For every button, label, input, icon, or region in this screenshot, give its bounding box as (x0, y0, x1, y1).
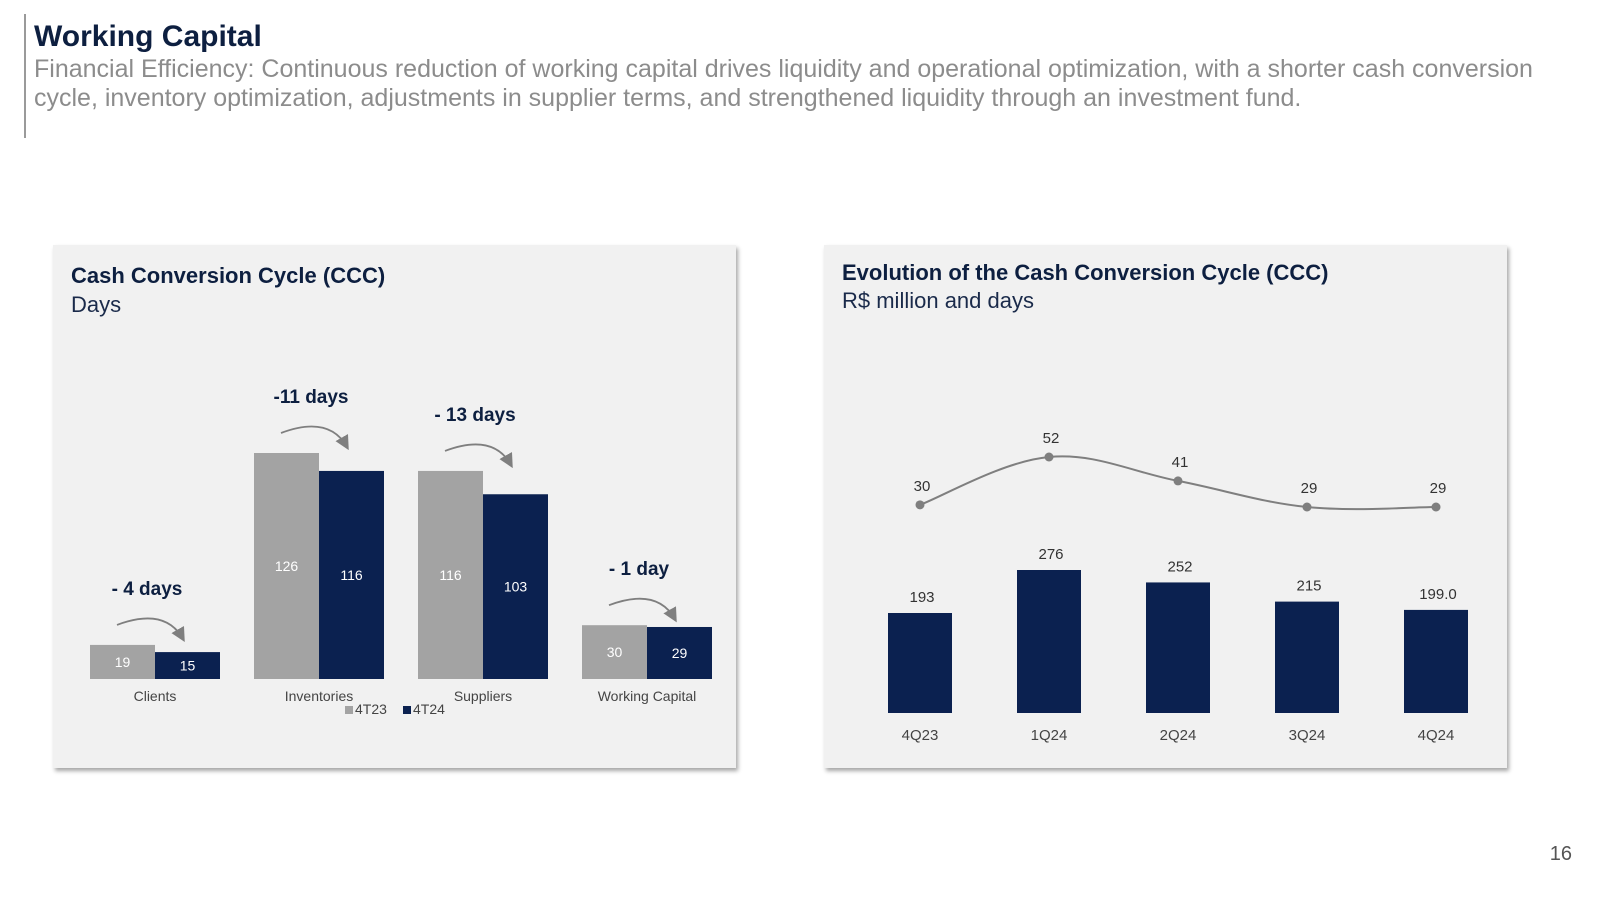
x-tick-label: Clients (134, 688, 177, 704)
bar-value-label: 252 (1167, 558, 1192, 575)
days-point (1302, 502, 1312, 512)
bar-4t23 (254, 453, 319, 679)
x-tick-label: Working Capital (598, 688, 697, 704)
chart-title: Evolution of the Cash Conversion Cycle (… (842, 260, 1329, 285)
line-value-label: 29 (1301, 480, 1318, 497)
bar-value-label: 215 (1296, 578, 1321, 595)
bar-value-label: 30 (607, 644, 623, 660)
page-subtitle: Financial Efficiency: Continuous reducti… (34, 55, 1533, 112)
change-annotation: - 4 days (112, 579, 183, 600)
line-value-label: 29 (1430, 480, 1447, 497)
bar-value-label: 193 (909, 589, 934, 606)
bar-rs-million (1017, 570, 1081, 713)
change-annotation: -11 days (274, 387, 349, 408)
change-annotation: - 13 days (434, 405, 515, 426)
ccc-evolution-chart: 193 4Q23 276 1Q24 252 2Q24 215 3Q24 199.0 4Q24 30 5… (888, 430, 1468, 744)
legend-label-4t24: 4T24 (413, 701, 445, 717)
change-arrow-icon (116, 617, 185, 643)
bar-4t23 (90, 644, 155, 679)
days-point (1431, 502, 1441, 512)
line-value-label: 30 (914, 478, 931, 495)
page-number: 16 (1549, 843, 1572, 865)
bar-value-label: 15 (180, 658, 196, 674)
chart-subtitle: Days (71, 292, 122, 317)
ccc-evolution-chart-panel: Evolution of the Cash Conversion Cycle (… (824, 245, 1507, 768)
legend-swatch-4t23 (345, 706, 353, 714)
days-point (915, 500, 925, 510)
bar-4t23 (582, 625, 647, 679)
bar-value-label: 19 (115, 654, 131, 670)
chart-subtitle: R$ million and days (842, 288, 1034, 313)
x-tick-label: 4Q23 (902, 727, 939, 744)
bar-4t24 (319, 470, 384, 679)
bar-4t24 (647, 626, 712, 679)
change-annotation: - 1 day (609, 559, 670, 580)
bar-rs-million (1146, 582, 1210, 713)
bar-4t24 (155, 652, 220, 679)
bar-rs-million (1404, 609, 1468, 713)
x-tick-label: 2Q24 (1160, 727, 1197, 744)
bar-value-label: 116 (439, 567, 462, 583)
legend-swatch-4t24 (403, 706, 411, 714)
days-point (1044, 452, 1054, 462)
chart-title: Cash Conversion Cycle (CCC) (71, 263, 386, 288)
bar-rs-million (1275, 601, 1339, 713)
bar-value-label: 276 (1038, 546, 1063, 563)
change-arrow-icon (280, 425, 349, 451)
legend-label-4t23: 4T23 (355, 701, 387, 717)
x-tick-label: Suppliers (454, 688, 512, 704)
bar-value-label: 29 (672, 645, 688, 661)
line-value-label: 41 (1172, 454, 1189, 471)
days-point (1173, 476, 1183, 486)
x-tick-label: Inventories (285, 688, 353, 704)
accent-rule (24, 14, 26, 138)
bar-value-label: 199.0 (1419, 586, 1457, 603)
bar-rs-million (888, 613, 952, 713)
x-tick-label: 4Q24 (1418, 727, 1455, 744)
change-arrow-icon (444, 443, 513, 469)
change-arrow-icon (608, 597, 677, 623)
bar-value-label: 116 (340, 567, 363, 583)
line-value-label: 52 (1043, 430, 1060, 447)
bar-4t23 (418, 470, 483, 679)
page-title: Working Capital (34, 20, 262, 53)
x-tick-label: 3Q24 (1289, 727, 1326, 744)
bar-4t24 (483, 494, 548, 679)
bar-value-label: 126 (275, 558, 299, 574)
ccc-days-chart-panel: Cash Conversion Cycle (CCC) Days 19 15 Cli… (53, 245, 736, 768)
x-tick-label: 1Q24 (1031, 727, 1068, 744)
bar-value-label: 103 (504, 579, 528, 595)
